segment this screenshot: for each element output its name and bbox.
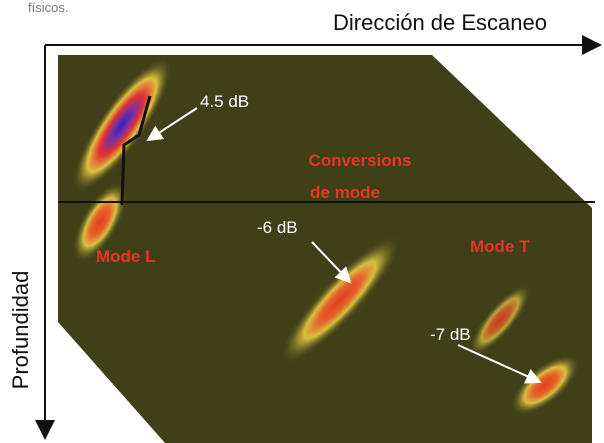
peak-label: 4.5 dB xyxy=(200,92,249,111)
mode-label: Mode T xyxy=(470,237,530,256)
scan-axis-label: Dirección de Escaneo xyxy=(333,10,547,35)
arrow xyxy=(457,344,542,384)
caption-fragment: físicos. xyxy=(28,0,68,15)
arrow xyxy=(146,107,198,142)
conversion-label: de mode xyxy=(310,183,380,202)
peak-label: -7 dB xyxy=(430,325,471,344)
arrow xyxy=(311,241,352,284)
conversion-label: Conversions xyxy=(309,151,412,170)
peak-label: -6 dB xyxy=(257,218,298,237)
mode-label: Mode L xyxy=(96,247,156,266)
echoes xyxy=(72,58,580,416)
depth-axis-label: Profundidad xyxy=(8,271,33,390)
marker-line xyxy=(120,95,152,206)
